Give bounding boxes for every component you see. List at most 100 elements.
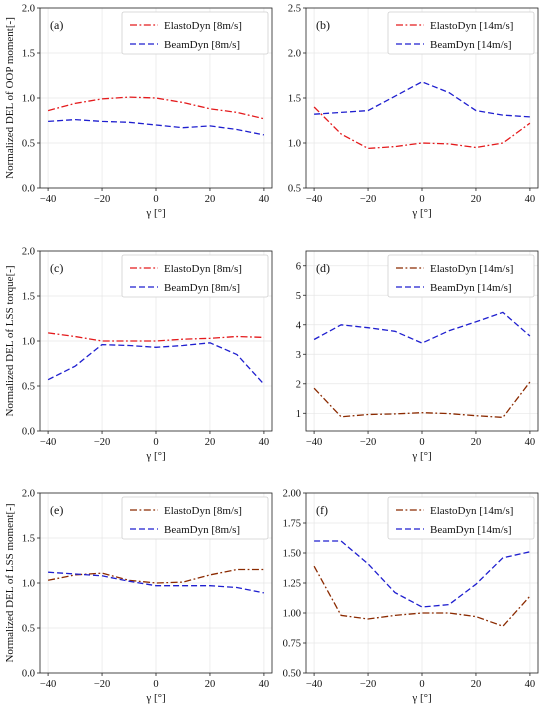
x-axis-label: γ [°] — [145, 450, 165, 462]
legend-box — [387, 496, 535, 540]
legend-box — [387, 11, 535, 55]
y-axis-label: Normalized DEL of LSS torque[-] — [4, 265, 16, 416]
x-axis-label: γ [°] — [411, 207, 431, 219]
panel-e: −40 −20 0 20 40 0.0 0.5 1.0 1.5 2.0 γ [°] Normalize… — [4, 489, 273, 704]
series-line — [313, 106, 531, 150]
x-tick-label: 20 — [205, 679, 216, 690]
x-tick-label: −40 — [306, 437, 322, 448]
x-tick-label: 40 — [259, 194, 270, 205]
legend-box — [121, 11, 269, 55]
series-line — [313, 565, 531, 627]
panel-label: (b) — [316, 18, 330, 32]
y-tick-label: 0.50 — [283, 669, 301, 680]
series-line — [47, 96, 265, 120]
x-tick-label: 20 — [205, 437, 216, 448]
y-tick-label: 0.0 — [22, 427, 35, 438]
legend-box — [121, 254, 269, 298]
series-line — [313, 311, 531, 344]
x-tick-label: −40 — [306, 194, 322, 205]
y-axis-label: Normalized DEL of OOP moment[-] — [4, 17, 16, 179]
y-tick-label: 0.5 — [22, 624, 35, 635]
y-tick-label: 1.5 — [288, 94, 301, 105]
y-tick-label: 2 — [296, 379, 301, 390]
x-tick-label: 0 — [419, 437, 424, 448]
legend-entry: ElastoDyn [14m/s] — [430, 505, 513, 517]
x-tick-label: −20 — [360, 679, 376, 690]
legend-entry: BeamDyn [8m/s] — [164, 282, 240, 294]
panel-label: (e) — [50, 503, 63, 517]
legend-entry: ElastoDyn [8m/s] — [164, 263, 242, 275]
x-axis-label: γ [°] — [411, 450, 431, 462]
x-tick-label: 0 — [153, 437, 158, 448]
y-tick-label: 3 — [296, 350, 301, 361]
x-tick-label: −20 — [94, 194, 110, 205]
legend-entry: BeamDyn [8m/s] — [164, 524, 240, 536]
y-tick-label: 1.5 — [22, 49, 35, 60]
y-tick-label: 2.0 — [22, 4, 35, 15]
series-line — [48, 118, 265, 136]
y-tick-label: 2.00 — [283, 489, 301, 500]
legend-entry: ElastoDyn [8m/s] — [164, 20, 242, 32]
x-tick-label: −40 — [40, 194, 56, 205]
legend-entry: BeamDyn [14m/s] — [430, 39, 512, 51]
y-tick-label: 2.5 — [288, 4, 301, 15]
x-tick-label: 40 — [525, 437, 536, 448]
x-tick-label: 20 — [471, 679, 482, 690]
x-tick-label: −20 — [360, 437, 376, 448]
y-tick-label: 2.0 — [288, 49, 301, 60]
legend-entry: ElastoDyn [14m/s] — [430, 263, 513, 275]
x-axis-label: γ [°] — [145, 207, 165, 219]
legend-box — [387, 254, 535, 298]
y-tick-label: 1.0 — [288, 139, 301, 150]
x-tick-label: 20 — [471, 194, 482, 205]
x-tick-label: −20 — [360, 194, 376, 205]
y-tick-label: 0.5 — [22, 139, 35, 150]
y-axis-label: Normalized DEL of LSS moment[-] — [4, 503, 16, 662]
panel-a: −40 −20 0 20 40 0.0 0.5 1.0 1.5 2.0 γ [°] Normalize… — [4, 4, 273, 219]
legend-entry: BeamDyn [14m/s] — [430, 282, 512, 294]
x-tick-label: 40 — [259, 679, 270, 690]
x-tick-label: 40 — [525, 194, 536, 205]
series-line — [48, 571, 265, 594]
x-axis-label: γ [°] — [411, 692, 431, 704]
y-tick-label: 1.50 — [283, 549, 301, 560]
y-tick-label: 2.0 — [22, 247, 35, 258]
x-tick-label: −40 — [40, 679, 56, 690]
panel-label: (c) — [50, 261, 63, 275]
y-tick-label: 0.5 — [288, 184, 301, 195]
panel-f: −40 −20 0 20 40 0.50 0.75 1.00 1.25 1.50 1.75 2.00 γ… — [283, 489, 539, 704]
legend-box — [121, 496, 269, 540]
x-tick-label: 40 — [259, 437, 270, 448]
x-tick-label: 40 — [525, 679, 536, 690]
legend-entry: ElastoDyn [8m/s] — [164, 505, 242, 517]
x-tick-label: 20 — [205, 194, 216, 205]
y-tick-label: 1.75 — [283, 519, 301, 530]
y-tick-label: 5 — [296, 291, 301, 302]
x-tick-label: 0 — [419, 679, 424, 690]
y-tick-label: 1.0 — [22, 579, 35, 590]
panel-c: −40 −20 0 20 40 0.0 0.5 1.0 1.5 2.0 γ [°] Normalize… — [4, 247, 273, 462]
x-tick-label: −40 — [40, 437, 56, 448]
y-tick-label: 1 — [296, 409, 301, 420]
x-tick-label: 0 — [153, 679, 158, 690]
panel-label: (d) — [316, 261, 330, 275]
series-line — [48, 332, 264, 342]
y-tick-label: 4 — [296, 320, 302, 331]
x-axis-label: γ [°] — [145, 692, 165, 704]
y-tick-label: 1.5 — [22, 292, 35, 303]
y-tick-label: 1.00 — [283, 609, 301, 620]
y-tick-label: 1.0 — [22, 337, 35, 348]
legend-entry: ElastoDyn [14m/s] — [430, 20, 513, 32]
series-line — [314, 540, 531, 608]
x-tick-label: 0 — [153, 194, 158, 205]
y-tick-label: 6 — [296, 261, 301, 272]
panel-d: −40 −20 0 20 40 1 2 3 4 5 6 γ [°] (d) ElastoDyn [14m/… — [296, 250, 539, 462]
x-tick-label: −20 — [94, 437, 110, 448]
y-tick-label: 1.5 — [22, 534, 35, 545]
y-tick-label: 0.75 — [283, 639, 301, 650]
y-tick-label: 0.5 — [22, 382, 35, 393]
series-line — [314, 81, 530, 118]
legend-entry: BeamDyn [14m/s] — [430, 524, 512, 536]
